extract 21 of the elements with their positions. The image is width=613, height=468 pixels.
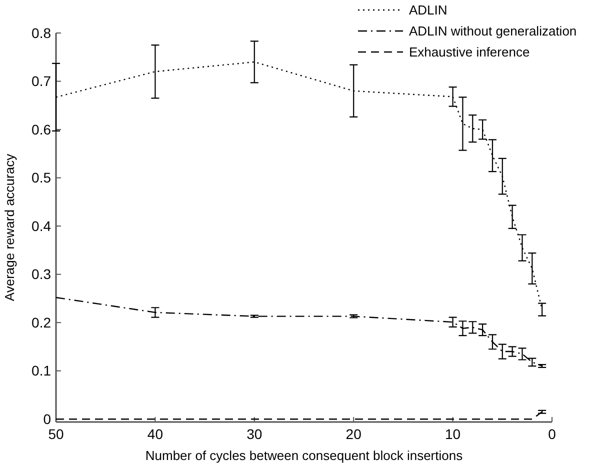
y-tick-label: 0.6 [32,121,52,138]
y-tick-label: 0.4 [32,218,52,234]
x-tick-label: 10 [445,426,461,442]
y-tick-label: 0.1 [32,362,52,379]
y-tick-label: 0.2 [32,314,52,330]
legend-label: ADLIN without generalization [409,24,577,39]
x-tick-label: 20 [346,426,362,442]
line-series [55,296,543,367]
y-tick-label: 0.5 [32,170,52,186]
y-tick-label: 0.3 [32,266,52,282]
y-tick-label: 0 [43,411,52,428]
legend-label: Exhaustive inference [409,44,530,60]
x-tick-label: 50 [48,426,64,442]
x-tick-label: 30 [246,426,262,442]
x-axis-title: Number of cycles between consequent block insertions [145,448,464,463]
y-tick-label: 0.8 [32,24,52,41]
y-axis-title: Average reward accuracy [2,153,17,302]
x-tick-label: 40 [147,426,164,442]
legend-label: ADLIN [409,2,448,18]
y-tick-label: 0.7 [32,73,52,90]
x-tick-label: 0 [548,426,556,442]
